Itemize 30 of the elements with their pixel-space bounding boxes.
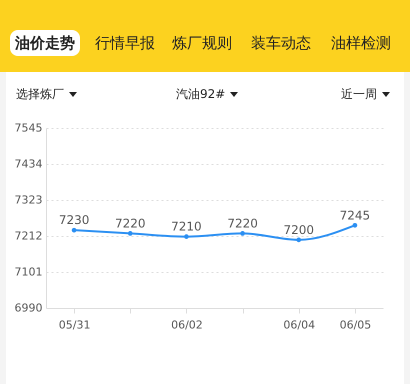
- x-tick-label: 06/04: [283, 318, 316, 332]
- x-tick-label: 06/02: [171, 318, 203, 332]
- y-tick-label: 7212: [14, 230, 42, 242]
- point: [72, 228, 76, 233]
- text: 油样检测: [330, 33, 392, 54]
- data-label: 7200: [283, 222, 314, 237]
- y-tick-label: 7323: [14, 194, 42, 206]
- x-tick-label: 05/31: [58, 318, 90, 332]
- text: 近一周: [341, 87, 377, 101]
- point: [296, 238, 302, 242]
- y-tick-label: 7545: [14, 122, 42, 134]
- text: 炼厂规则: [171, 33, 233, 54]
- data-label: 7210: [171, 220, 202, 234]
- text: 装车动态: [250, 33, 312, 54]
- text: 汽油92#: [176, 87, 226, 101]
- text: 油价走势: [10, 30, 80, 56]
- data-label: 7220: [227, 216, 258, 230]
- point: [352, 222, 358, 228]
- y-tick-label: 7101: [14, 266, 42, 278]
- point: [240, 231, 245, 236]
- point: [128, 231, 133, 236]
- y-tick-label: 6990: [14, 302, 42, 314]
- text: 选择炼厂: [16, 87, 64, 101]
- text: 行情早报: [94, 33, 156, 54]
- data-label: 7245: [340, 208, 370, 222]
- data-label: 7220: [114, 216, 146, 230]
- y-tick-label: 7434: [14, 158, 42, 170]
- data-label: 7230: [58, 213, 90, 228]
- point: [184, 234, 189, 239]
- x-tick-label: 06/05: [340, 318, 372, 332]
